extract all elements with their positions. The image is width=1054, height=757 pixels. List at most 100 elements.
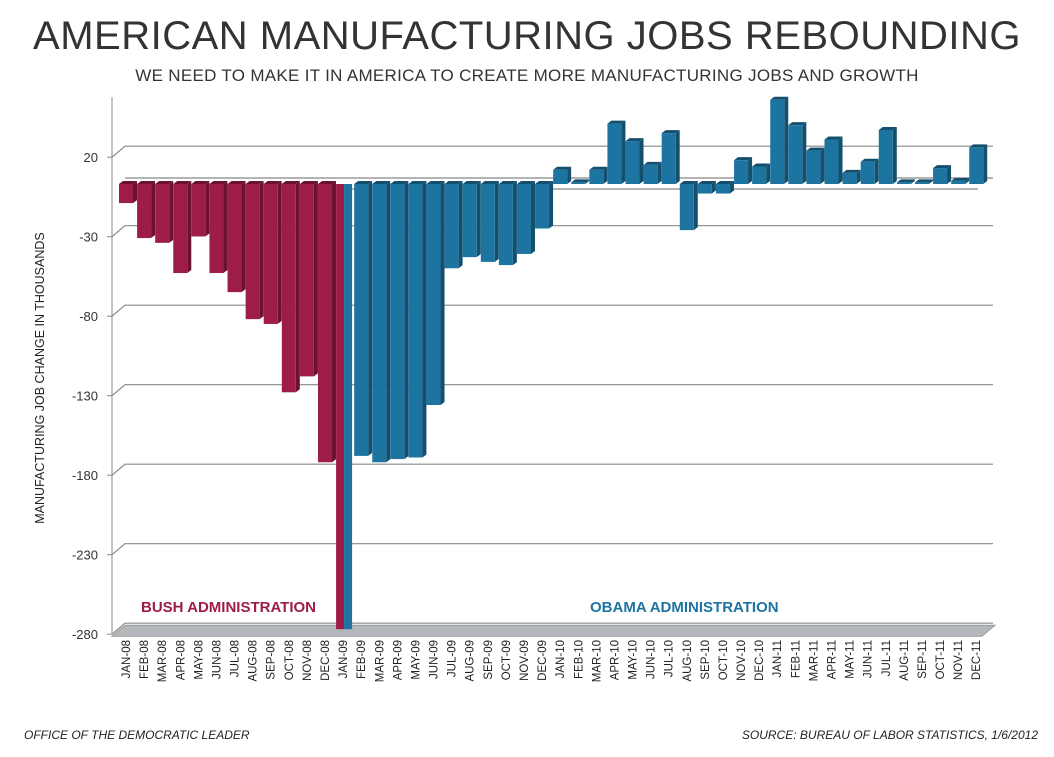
x-tick-label: MAY-10 <box>628 640 640 680</box>
bar-top <box>209 181 228 184</box>
bar-face <box>426 184 441 406</box>
bar-jun-08 <box>209 181 228 274</box>
y-tick-label: -230 <box>72 548 98 563</box>
x-tick-label: JAN-08 <box>121 640 133 678</box>
bar-dec-08 <box>317 181 336 463</box>
x-tick-label: SEP-11 <box>917 640 929 679</box>
bar-top <box>643 161 662 165</box>
bar-top <box>770 96 789 100</box>
bar-aug-09 <box>462 181 481 258</box>
floor-surface <box>110 624 997 637</box>
bar-top <box>951 177 970 181</box>
bar-face <box>245 184 260 320</box>
bar-side <box>512 181 517 266</box>
bar-side <box>277 181 282 324</box>
bar-sep-09 <box>480 181 499 262</box>
bar-face <box>770 99 785 184</box>
x-tick-label: APR-09 <box>392 640 404 680</box>
bar-face <box>444 184 459 269</box>
bar-side <box>585 179 590 184</box>
bar-jan-11 <box>770 96 789 184</box>
x-tick-label: MAR-08 <box>157 640 169 682</box>
y-tick-label: -130 <box>72 389 98 404</box>
bar-side <box>259 181 264 320</box>
gridline <box>111 463 993 476</box>
bar-face <box>625 141 640 184</box>
x-tick-label: JUN-11 <box>863 640 875 678</box>
x-tick-label: AUG-11 <box>899 640 911 681</box>
gridline <box>111 622 993 635</box>
x-tick-label: MAR-11 <box>808 640 820 681</box>
x-tick-label: FEB-09 <box>356 640 368 679</box>
bar-top <box>679 181 698 184</box>
bars <box>119 96 988 630</box>
bar-side <box>530 181 535 254</box>
bar-face <box>462 184 477 258</box>
bar-oct-08 <box>281 181 300 393</box>
bar-nov-10 <box>734 157 753 184</box>
x-tick-label: AUG-08 <box>248 640 260 682</box>
bar-top <box>914 179 933 183</box>
y-tick-label: -30 <box>79 230 98 245</box>
bar-jul-11 <box>878 126 897 184</box>
bar-top <box>860 158 879 162</box>
bar-side <box>133 181 137 204</box>
bar-face <box>679 184 694 231</box>
bar-face <box>390 184 405 460</box>
x-tick-label: OCT-09 <box>501 640 513 680</box>
bar-top <box>281 181 300 184</box>
x-tick-label: DEC-11 <box>971 640 983 680</box>
bar-jun-11 <box>860 158 879 184</box>
bar-face <box>643 164 658 184</box>
bar-face <box>535 184 550 229</box>
bar-feb-10 <box>571 179 590 184</box>
bar-face <box>480 184 495 262</box>
bar-side <box>295 181 300 393</box>
x-tick-label: NOV-09 <box>519 640 531 681</box>
x-tick-label: MAR-10 <box>591 640 603 682</box>
x-tick-label: FEB-11 <box>790 640 802 678</box>
bar-side <box>422 181 427 458</box>
bar-oct-09 <box>498 181 517 266</box>
bar-side <box>766 163 771 184</box>
x-tick-label: SEP-09 <box>483 640 495 680</box>
x-tick-label: JUL-09 <box>447 640 459 677</box>
bar-apr-08 <box>173 181 192 274</box>
footer-source: SOURCE: BUREAU OF LABOR STATISTICS, 1/6/… <box>741 728 1038 742</box>
bar-sep-08 <box>263 181 282 324</box>
bar-face <box>155 184 170 243</box>
bar-side <box>784 96 789 184</box>
x-tick-label: OCT-10 <box>718 640 730 680</box>
bar-side <box>549 181 554 229</box>
bar-face-obama <box>344 184 353 630</box>
x-tick-label: NOV-08 <box>302 640 314 681</box>
bar-face <box>589 169 604 184</box>
bar-feb-09 <box>354 181 373 456</box>
x-tick-label: JUN-08 <box>211 640 223 679</box>
bar-face <box>933 168 948 184</box>
bar-top <box>878 126 897 130</box>
bar-face <box>842 172 857 184</box>
bar-face <box>137 184 152 239</box>
bar-top <box>426 181 445 184</box>
x-tick-label: AUG-09 <box>465 640 477 682</box>
bar-face <box>299 184 314 377</box>
bar-side <box>675 130 680 184</box>
bar-apr-11 <box>824 136 843 184</box>
bar-may-10 <box>625 138 644 184</box>
x-tick-label: SEP-08 <box>266 640 278 680</box>
bar-top <box>661 130 680 134</box>
bar-may-08 <box>191 181 210 237</box>
x-tick-label: DEC-09 <box>537 640 549 681</box>
gridline <box>111 543 993 556</box>
bar-mar-11 <box>806 147 825 184</box>
bar-side <box>187 181 192 274</box>
bar-top <box>299 181 318 184</box>
bar-nov-11 <box>951 177 970 184</box>
bar-face <box>715 184 730 194</box>
bar-top <box>697 181 716 184</box>
bar-face <box>969 147 984 184</box>
bar-face <box>498 184 513 266</box>
bar-side <box>856 169 861 184</box>
x-tick-label: MAY-08 <box>193 640 205 680</box>
